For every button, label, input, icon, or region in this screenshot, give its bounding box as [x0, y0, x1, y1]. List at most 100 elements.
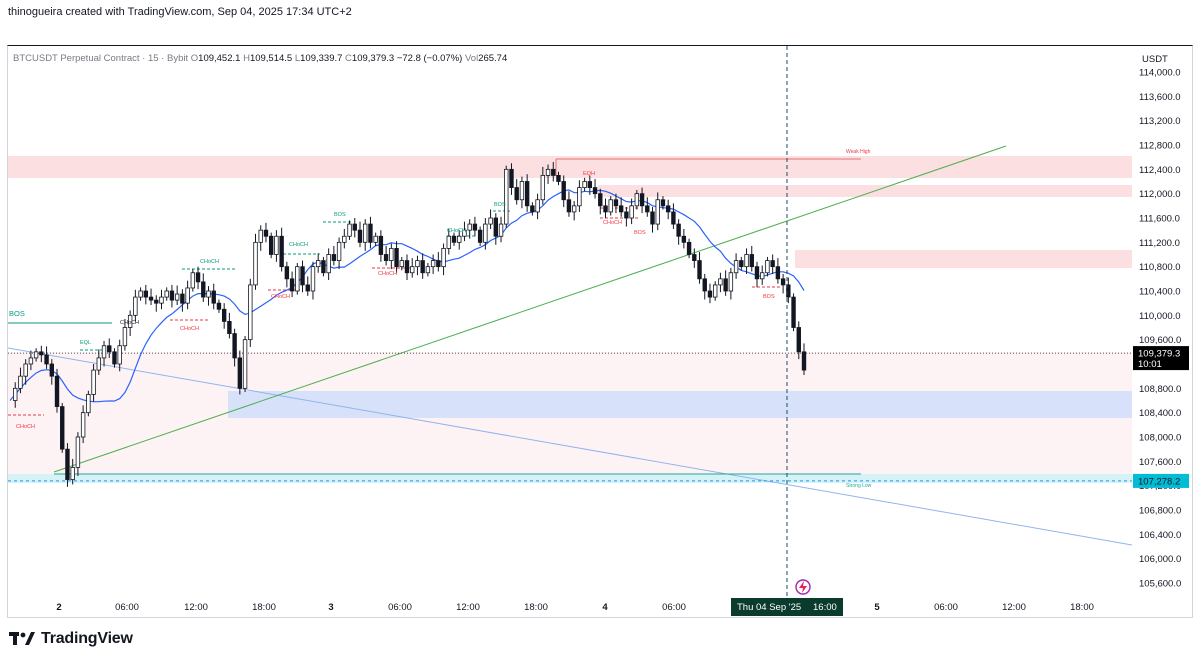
- y-tick-label: 105,600.0: [1139, 579, 1181, 590]
- candle-down: [394, 248, 399, 268]
- high-label: H: [243, 53, 250, 64]
- candle-up: [415, 260, 420, 268]
- structure-label: CHoCH: [603, 220, 622, 226]
- symbol-legend: BTCUSDT Perpetual Contract · 15 · Bybit …: [13, 53, 507, 64]
- price-axis: [1133, 46, 1192, 598]
- candle-up: [138, 290, 143, 298]
- supply-zone-top: [8, 156, 1132, 178]
- candle-down: [477, 229, 483, 243]
- candle-down: [321, 260, 326, 274]
- crosshair-date: Thu 04 Sep '25: [737, 602, 801, 613]
- candle-up: [410, 266, 415, 274]
- y-tick-label: 106,800.0: [1139, 506, 1181, 517]
- candle-down: [404, 260, 410, 274]
- structure-label: Weak High: [846, 149, 871, 155]
- candle-down: [676, 223, 681, 237]
- candle-up: [540, 175, 546, 201]
- vol-label: Vol: [464, 53, 479, 64]
- last-price-tag: [1133, 346, 1189, 371]
- structure-label: CHoCH: [120, 320, 139, 326]
- candle-up: [399, 260, 404, 268]
- candle-up: [70, 467, 75, 480]
- x-tick-label: 18:00: [252, 602, 276, 613]
- candle-down: [780, 278, 786, 286]
- y-tick-label: 108,800.0: [1139, 384, 1181, 395]
- structure-label: BOS: [334, 212, 346, 218]
- candle-down: [107, 345, 112, 353]
- candle-up: [248, 284, 253, 341]
- candle-down: [216, 302, 222, 310]
- y-tick-label: 112,000.0: [1139, 189, 1181, 200]
- candle-down: [268, 235, 274, 255]
- candle-up: [75, 436, 81, 468]
- candle-up: [23, 363, 28, 377]
- x-tick-label: 12:00: [456, 602, 480, 613]
- candle-up: [253, 241, 258, 286]
- candle-down: [613, 199, 619, 207]
- candle-up: [164, 290, 169, 298]
- supply-zone-mid: [598, 185, 1132, 197]
- candle-down: [603, 205, 608, 213]
- candle-up: [310, 266, 316, 292]
- candle-up: [629, 205, 634, 219]
- candle-down: [352, 223, 357, 231]
- structure-label: CHoCH: [271, 294, 290, 300]
- candle-up: [483, 223, 488, 243]
- structure-label: EQL: [80, 340, 91, 346]
- candle-down: [237, 357, 243, 389]
- candle-up: [571, 205, 577, 213]
- candle-up: [577, 187, 582, 207]
- close-value: 109,379.3: [351, 53, 395, 64]
- candle-down: [770, 260, 775, 268]
- candle-down: [195, 272, 201, 283]
- candle-up: [545, 168, 551, 176]
- candle-up: [462, 229, 467, 237]
- candle-down: [227, 321, 232, 334]
- structure-label: CHoCH: [200, 259, 219, 265]
- candle-down: [524, 181, 530, 207]
- lightning-icon: [799, 581, 807, 593]
- candle-down: [368, 223, 373, 243]
- candle-down: [112, 351, 117, 365]
- candle-down: [681, 235, 687, 243]
- candle-down: [169, 290, 175, 301]
- candle-up: [535, 199, 540, 213]
- candle-down: [561, 181, 566, 201]
- candle-down: [201, 281, 206, 298]
- candle-down: [587, 181, 593, 188]
- candle-up: [122, 327, 128, 347]
- x-tick-label: 4: [602, 602, 608, 613]
- y-tick-label: 108,000.0: [1139, 433, 1181, 444]
- candle-up: [133, 296, 138, 316]
- y-tick-label: 113,200.0: [1139, 116, 1181, 127]
- y-tick-label: 112,400.0: [1139, 165, 1181, 176]
- candle-up: [504, 168, 509, 225]
- candle-down: [592, 187, 598, 195]
- candle-up: [274, 235, 279, 255]
- candle-up: [430, 260, 436, 268]
- chart-frame: [7, 45, 1193, 618]
- candle-down: [420, 260, 425, 274]
- symbol-name: BTCUSDT Perpetual Contract · 15 · Bybit: [13, 53, 189, 64]
- candle-down: [211, 290, 216, 304]
- candle-up: [185, 287, 190, 304]
- candle-down: [775, 266, 781, 280]
- candle-up: [373, 235, 378, 243]
- candle-up: [498, 223, 504, 237]
- candle-down: [702, 278, 707, 292]
- candle-down: [723, 278, 728, 292]
- candle-up: [295, 266, 300, 292]
- candle-up: [728, 272, 734, 292]
- chart-header: thinogueira created with TradingView.com…: [8, 6, 352, 18]
- open-value: 109,452.1: [198, 53, 241, 64]
- structure-label: CHoCH: [447, 228, 466, 234]
- candle-up: [718, 278, 723, 286]
- candle-up: [28, 357, 34, 365]
- candle-down: [451, 235, 457, 243]
- candle-up: [744, 254, 749, 268]
- candle-down: [665, 205, 671, 213]
- x-tick-label: 06:00: [388, 602, 412, 613]
- candle-down: [300, 266, 305, 286]
- candle-up: [96, 357, 102, 371]
